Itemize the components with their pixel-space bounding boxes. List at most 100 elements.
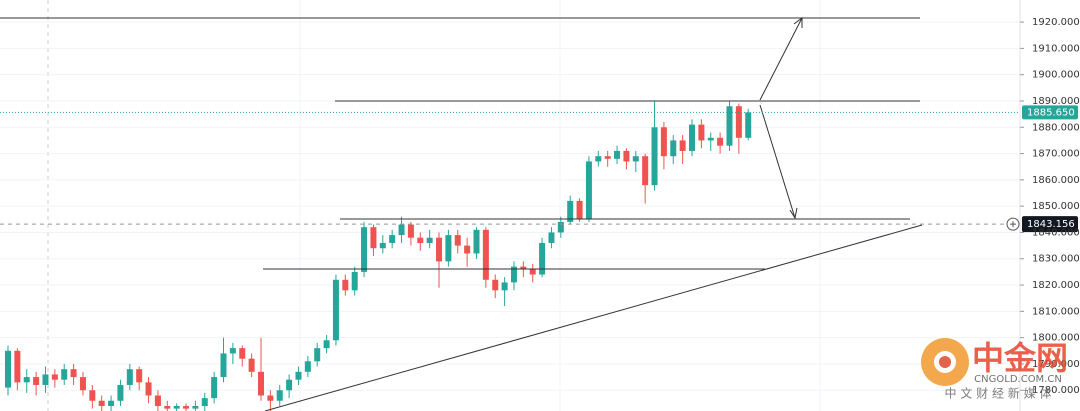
- y-tick-label: 1840.000: [1032, 227, 1080, 238]
- candle-body: [257, 371, 264, 396]
- candle-body: [501, 282, 508, 291]
- last-price-tag: [1022, 105, 1078, 120]
- candle-body: [248, 358, 255, 372]
- candle-body: [492, 279, 499, 291]
- candle-body: [332, 279, 339, 341]
- candle-body: [707, 137, 714, 141]
- candle-body: [342, 279, 349, 291]
- trend-line: [264, 224, 923, 411]
- candle-body: [745, 112, 752, 138]
- candle-body: [482, 229, 489, 280]
- candle-body: [520, 266, 527, 270]
- arrow: [759, 17, 803, 101]
- candle-body: [239, 348, 246, 359]
- candle-body: [464, 245, 471, 254]
- candle-body: [689, 124, 696, 151]
- candle-body: [379, 242, 386, 249]
- watermark-name: 中金网: [972, 339, 1068, 377]
- y-tick-label: 1800.000: [1032, 333, 1080, 344]
- last-price-label: 1885.650: [1027, 107, 1075, 118]
- candle-body: [108, 400, 115, 407]
- y-tick-label: 1910.000: [1032, 43, 1080, 54]
- candle-body: [670, 140, 677, 157]
- candle-body: [698, 124, 705, 141]
- candle-body: [623, 150, 630, 162]
- watermark: 中金网 CNGOLD.COM.CN 中 文 财 经 新 媒 体: [921, 338, 1068, 401]
- y-tick-label: 1820.000: [1032, 280, 1080, 291]
- candles: [5, 100, 752, 411]
- y-tick-label: 1810.000: [1032, 306, 1080, 317]
- candle-body: [529, 269, 536, 275]
- candle-body: [126, 369, 133, 385]
- y-tick-label: 1920.000: [1032, 17, 1080, 28]
- candle-body: [567, 200, 574, 222]
- candle-body: [454, 235, 461, 246]
- candle-body: [735, 106, 742, 138]
- candle-body: [660, 127, 667, 157]
- watermark-site: CNGOLD.COM.CN: [974, 374, 1062, 385]
- candle-body: [445, 235, 452, 262]
- candle-body: [632, 156, 639, 162]
- price-lines: 1885.650 1843.156: [0, 105, 1078, 233]
- candle-body: [286, 379, 293, 391]
- candle-body: [192, 406, 199, 409]
- candle-body: [436, 237, 443, 262]
- candle-body: [201, 398, 208, 407]
- candle-body: [229, 348, 236, 354]
- candle-body: [145, 382, 152, 396]
- candle-body: [61, 369, 68, 380]
- candle-body: [23, 377, 30, 383]
- arrow: [759, 104, 796, 219]
- candle-body: [407, 224, 414, 238]
- candle-body: [5, 350, 11, 388]
- candle-body: [267, 395, 274, 401]
- arrow-head: [793, 17, 803, 28]
- crosshair-label: 1843.156: [1027, 219, 1075, 230]
- candle-body: [389, 235, 396, 243]
- candle-body: [117, 384, 124, 401]
- crosshair-plus-sign: [1010, 221, 1016, 228]
- candle-body: [220, 353, 227, 378]
- candle-body: [154, 395, 161, 407]
- candle-body: [361, 227, 368, 272]
- candle-body: [211, 377, 218, 399]
- candle-body: [539, 242, 546, 275]
- candle-body: [42, 374, 49, 385]
- candle-body: [295, 371, 302, 380]
- candle-body: [323, 340, 330, 349]
- candle-body: [173, 406, 180, 409]
- y-tick-label: 1870.000: [1032, 149, 1080, 160]
- candle-body: [89, 390, 96, 401]
- candle-body: [614, 150, 621, 159]
- candle-body: [51, 374, 58, 380]
- y-tick-label: 1900.000: [1032, 70, 1080, 81]
- y-tick-label: 1890.000: [1032, 96, 1080, 107]
- candle-body: [417, 237, 424, 243]
- candle-body: [314, 348, 321, 362]
- crosshair-tag: [1022, 216, 1078, 233]
- candle-body: [426, 237, 433, 243]
- y-axis: 1780.000 1790.000 1800.000 1810.000 1820.000…: [1020, 17, 1080, 396]
- candle-body: [33, 377, 40, 385]
- candle-body: [79, 377, 86, 391]
- candle-body: [183, 406, 190, 409]
- candle-body: [136, 369, 143, 383]
- logo-core: [939, 356, 951, 368]
- candle-body: [642, 156, 649, 186]
- candle-body: [576, 200, 583, 220]
- candle-body: [726, 106, 733, 146]
- candle-body: [557, 221, 564, 233]
- drawings: [0, 17, 923, 411]
- candle-body: [98, 400, 105, 407]
- candle-body: [473, 229, 480, 254]
- candle-body: [604, 156, 611, 159]
- candle-body: [679, 140, 686, 151]
- y-tick-label: 1850.000: [1032, 201, 1080, 212]
- candle-body: [398, 224, 405, 236]
- candle-body: [585, 161, 592, 220]
- candle-body: [14, 350, 21, 383]
- y-tick-label: 1790.000: [1032, 359, 1080, 370]
- candle-body: [276, 390, 283, 401]
- y-tick-label: 1830.000: [1032, 254, 1080, 265]
